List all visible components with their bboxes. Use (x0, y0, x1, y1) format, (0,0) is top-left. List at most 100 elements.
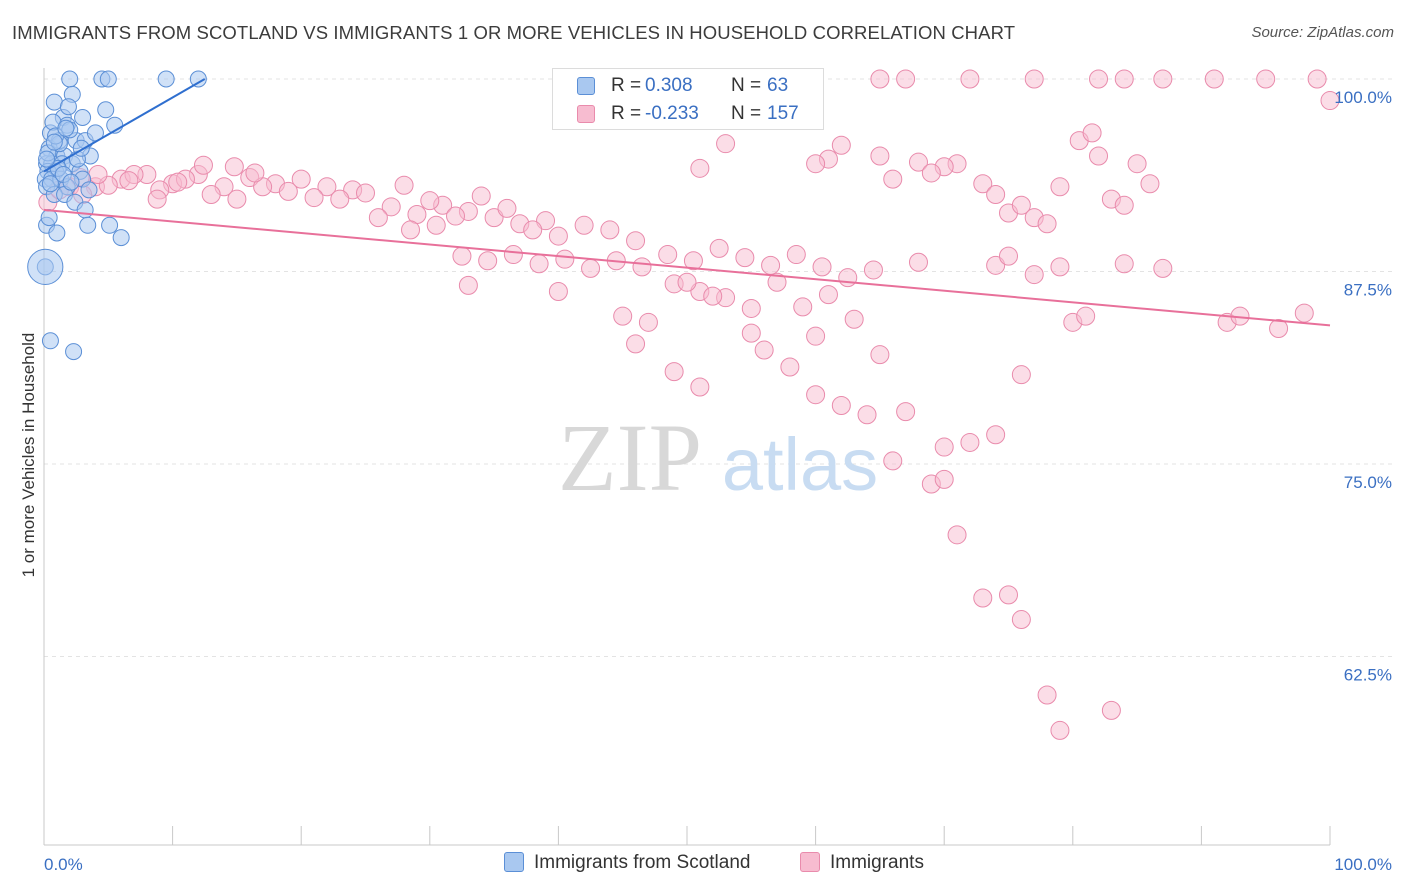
immigrants-point (999, 246, 1018, 266)
legend-row-immigrants: R = -0.233 N = 157 (553, 99, 823, 129)
scotland-point (74, 109, 92, 126)
immigrants-point (193, 155, 213, 175)
immigrants-point (973, 174, 993, 194)
immigrants-point (304, 188, 324, 208)
immigrants-point (1050, 177, 1070, 197)
immigrants-point (478, 251, 498, 271)
immigrants-point (224, 157, 244, 177)
immigrants-point (600, 220, 620, 240)
immigrants-point (503, 245, 523, 265)
immigrants-point (960, 69, 980, 89)
immigrants-point (529, 254, 549, 274)
scotland-trend-line (43, 78, 206, 173)
scotland-point (61, 70, 79, 88)
legend-r-label: R = (611, 75, 642, 96)
immigrants-point (317, 177, 337, 197)
scotland-point-large (27, 248, 64, 285)
grid-lines (44, 78, 1392, 657)
legend-item-immigrants[interactable]: Immigrants (800, 852, 924, 876)
immigrants-point (793, 297, 813, 317)
legend-swatch-pink (577, 105, 595, 123)
immigrants-point (452, 246, 472, 266)
immigrants-point (812, 257, 832, 277)
immigrants-point (883, 451, 903, 471)
immigrants-point (844, 309, 864, 329)
immigrants-point (683, 251, 703, 271)
immigrants-point (613, 306, 633, 326)
immigrants-point (1114, 254, 1134, 274)
immigrants-point (1127, 154, 1147, 174)
immigrants-point (1153, 258, 1173, 278)
immigrants-point (278, 181, 298, 201)
x-tick-label-min: 0.0% (44, 855, 83, 874)
immigrants-point (1256, 69, 1276, 89)
immigrants-point (426, 215, 446, 235)
immigrants-point (741, 298, 761, 318)
immigrants-point (446, 206, 466, 226)
immigrants-point (709, 238, 729, 258)
legend-label-immigrants: Immigrants (830, 852, 924, 873)
immigrants-point (1011, 195, 1031, 215)
immigrants-point (806, 385, 826, 405)
scotland-point (157, 70, 175, 88)
immigrants-point (394, 175, 414, 195)
legend-label-scotland: Immigrants from Scotland (534, 852, 751, 873)
legend-swatch-pink (800, 852, 820, 872)
immigrants-point (1114, 69, 1134, 89)
immigrants-point (690, 158, 710, 178)
scotland-point (45, 93, 63, 111)
legend-n-label: N = (731, 103, 762, 124)
immigrants-point (831, 395, 851, 415)
immigrants-point (356, 183, 375, 203)
immigrants-point (555, 249, 575, 269)
immigrants-point (497, 198, 517, 218)
immigrants-point (908, 252, 928, 272)
immigrants-point (908, 152, 928, 172)
immigrants-point (147, 189, 167, 209)
immigrants-point (806, 326, 826, 346)
scotland-point (45, 133, 63, 151)
scotland-point (99, 70, 117, 88)
immigrants-point (1089, 146, 1109, 166)
immigrants-point (1153, 69, 1173, 89)
scotland-point (65, 343, 83, 361)
scotland-point (97, 101, 115, 119)
y-tick-label: 75.0% (1344, 473, 1392, 492)
scotland-point (112, 229, 130, 247)
immigrants-point (658, 245, 678, 265)
immigrants-point (896, 402, 916, 422)
legend-swatch-blue (504, 852, 524, 872)
legend-r-value: 0.308 (645, 75, 693, 96)
immigrants-point (1037, 214, 1057, 234)
immigrants-point (664, 362, 684, 382)
immigrants-point (1050, 720, 1070, 740)
immigrants-point (863, 260, 883, 280)
scotland-point (62, 173, 80, 191)
immigrants-point (1024, 69, 1044, 89)
immigrants-point (626, 231, 646, 251)
y-axis-label: 1 or more Vehicles in Household (19, 333, 38, 578)
legend-r-label: R = (611, 103, 642, 124)
immigrants-point (754, 340, 774, 360)
immigrants-point (870, 69, 890, 89)
immigrants-point (761, 255, 781, 275)
immigrants-point (1011, 365, 1031, 385)
immigrants-point (741, 323, 761, 343)
immigrants-point (458, 275, 478, 295)
immigrants-point (484, 208, 504, 228)
immigrants-point (986, 185, 1006, 204)
legend-item-scotland[interactable]: Immigrants from Scotland (504, 852, 750, 876)
immigrants-point (1011, 610, 1031, 630)
immigrants-trend-line (43, 208, 1331, 327)
legend-swatch-blue (577, 77, 595, 95)
immigrants-point (168, 172, 188, 192)
scotland-point (48, 224, 66, 242)
immigrants-point (638, 312, 658, 332)
legend-n-label: N = (731, 75, 762, 96)
watermark-zip: ZIP (558, 404, 702, 511)
immigrants-point (523, 220, 543, 240)
immigrants-point (947, 525, 967, 545)
immigrants-point (1101, 700, 1121, 720)
scotland-point (189, 70, 207, 88)
